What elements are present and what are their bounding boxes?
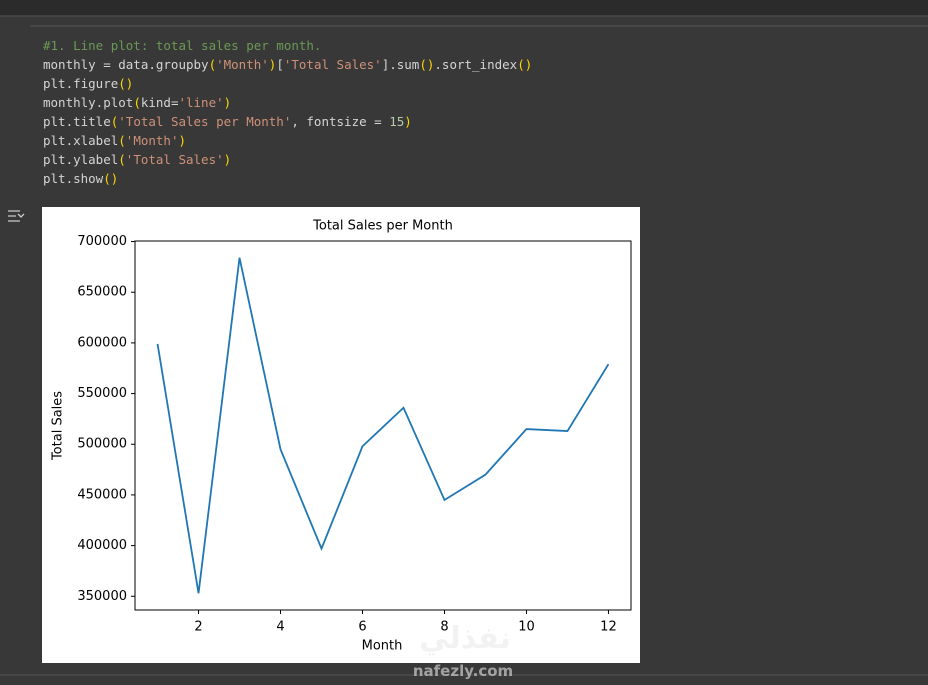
chart: Total Sales per Month 350000 400000 450000 5… [51,219,632,654]
x-tick-label: 6 [358,620,366,635]
code-token: () [118,76,133,91]
code-cell: #1. Line plot: total sales per month. mon… [43,38,532,186]
x-tick-label: 4 [276,620,284,635]
code-token: ) [224,95,232,110]
code-token: monthly.plot [43,95,133,110]
code-token: ( [118,152,126,167]
code-line: monthly.plot(kind='line') [43,95,231,110]
y-tick-label: 500000 [77,437,127,452]
code-token: 'Total Sales' [126,152,224,167]
code-line: monthly = data.groupby('Month')['Total S… [43,57,532,72]
code-token: ].sum [382,57,420,72]
code-token: ( [133,95,141,110]
y-tick-label: 650000 [77,285,127,300]
code-token: plt.xlabel [43,133,118,148]
code-token: 'Month' [126,133,179,148]
axes-frame [134,240,632,611]
y-tick-label: 700000 [77,234,127,249]
code-token: ) [404,114,412,129]
x-tick-label: 12 [600,620,617,635]
code-token: , fontsize = [291,114,389,129]
y-tick-label: 400000 [77,538,127,553]
y-tick-label: 350000 [77,589,127,604]
code-token: plt.title [43,114,111,129]
code-token: ) [224,152,232,167]
y-axis-label: Total Sales [51,391,66,461]
code-token: .sort_index [434,57,517,72]
line-series [156,257,610,594]
code-token: ( [209,57,217,72]
output-toggle[interactable] [8,210,25,222]
code-token: 'Total Sales' [284,57,382,72]
code-token: 'Month' [216,57,269,72]
figure [42,207,640,663]
code-token: ) [269,57,277,72]
code-line: #1. Line plot: total sales per month. [43,38,321,53]
code-token: plt.ylabel [43,152,118,167]
code-line: plt.title('Total Sales per Month', fonts… [43,114,412,129]
y-tick-label: 600000 [77,335,127,350]
code-token: 15 [389,114,404,129]
code-token: #1. Line plot: total sales per month. [43,38,321,53]
code-token: () [103,171,118,186]
code-token: plt.show [43,171,104,186]
watermark: نفذلي [419,621,511,656]
code-line: plt.show() [43,171,118,186]
top-bar [0,0,928,16]
watermark: nafezly.com [413,662,513,680]
code-token: ( [111,114,119,129]
code-token: () [517,57,532,72]
code-token: 'line' [178,95,223,110]
code-token: () [419,57,434,72]
code-token: ) [178,133,186,148]
code-token: 'Total Sales per Month' [118,114,291,129]
chart-title: Total Sales per Month [312,219,453,234]
x-tick-label: 8 [440,620,448,635]
y-tick-label: 550000 [77,386,127,401]
code-token: [ [276,57,284,72]
x-axis-label: Month [362,639,403,654]
code-line: plt.ylabel('Total Sales') [43,152,231,167]
x-tick-label: 2 [194,620,202,635]
code-token: kind= [141,95,179,110]
code-line: plt.xlabel('Month') [43,133,186,148]
code-token: plt.figure [43,76,118,91]
code-line: plt.figure() [43,76,133,91]
y-tick-label: 450000 [77,487,127,502]
code-token: monthly = data.groupby [43,57,209,72]
code-token: ( [118,133,126,148]
x-tick-label: 10 [518,620,535,635]
